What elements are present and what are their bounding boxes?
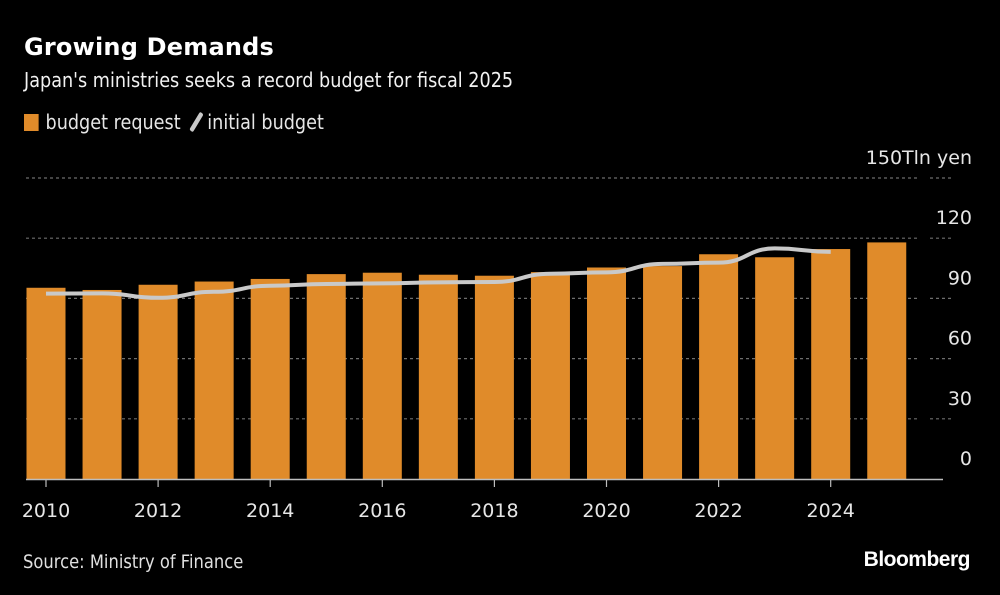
x-axis [26,478,943,487]
bar-2013 [194,281,234,479]
source-note: Source: Ministry of Finance [23,551,244,573]
y-tick-label: 0 [960,448,972,470]
x-tick-label: 2010 [22,500,70,522]
x-tick-label: 2012 [134,500,182,522]
bar-2023 [755,257,795,479]
y-axis-labels: 0 30 60 90 120 150Tln yen [866,147,972,470]
x-tick-label: 2014 [246,500,294,522]
bar-2020 [587,267,626,479]
y-tick-label: 150Tln yen [866,147,972,169]
legend-label-initial-budget: initial budget [207,110,324,134]
bar-2016 [362,272,402,479]
bar-2017 [418,274,458,479]
legend-swatch-budget-request [24,113,39,131]
x-tick-label: 2020 [582,500,630,522]
bar-2014 [250,278,290,479]
y-tick-label: 90 [948,267,972,289]
chart-title: Growing Demands [24,33,274,61]
x-tick-label: 2022 [694,500,742,522]
bar-2010 [26,287,66,479]
line-initial-budget [45,246,831,300]
bars-budget-request [26,242,907,479]
chart-subtitle: Japan's ministries seeks a record budget… [24,68,514,92]
x-tick-label: 2018 [470,500,518,522]
y-tick-label: 60 [948,328,972,350]
x-tick-label: 2024 [807,500,855,522]
bar-2024 [811,249,851,479]
legend: budget request initial budget [24,110,324,134]
gridlines [26,177,951,420]
y-tick-label: 120 [936,207,972,229]
x-axis-labels: 2010 2012 2014 2016 2018 2020 2022 2024 [22,500,855,522]
bloomberg-logo: Bloomberg [863,548,971,571]
bar-2022 [699,254,739,479]
bar-2015 [306,274,346,479]
bar-2025 [867,242,907,479]
y-tick-label: 30 [948,388,972,410]
legend-label-budget-request: budget request [45,110,181,134]
x-tick-label: 2016 [358,500,406,522]
bar-2012 [138,284,178,479]
bar-2019 [530,272,570,479]
bar-2021 [643,266,683,479]
bar-2018 [474,275,514,479]
bar-2011 [82,289,122,479]
series-line-initial-budget [45,246,831,300]
